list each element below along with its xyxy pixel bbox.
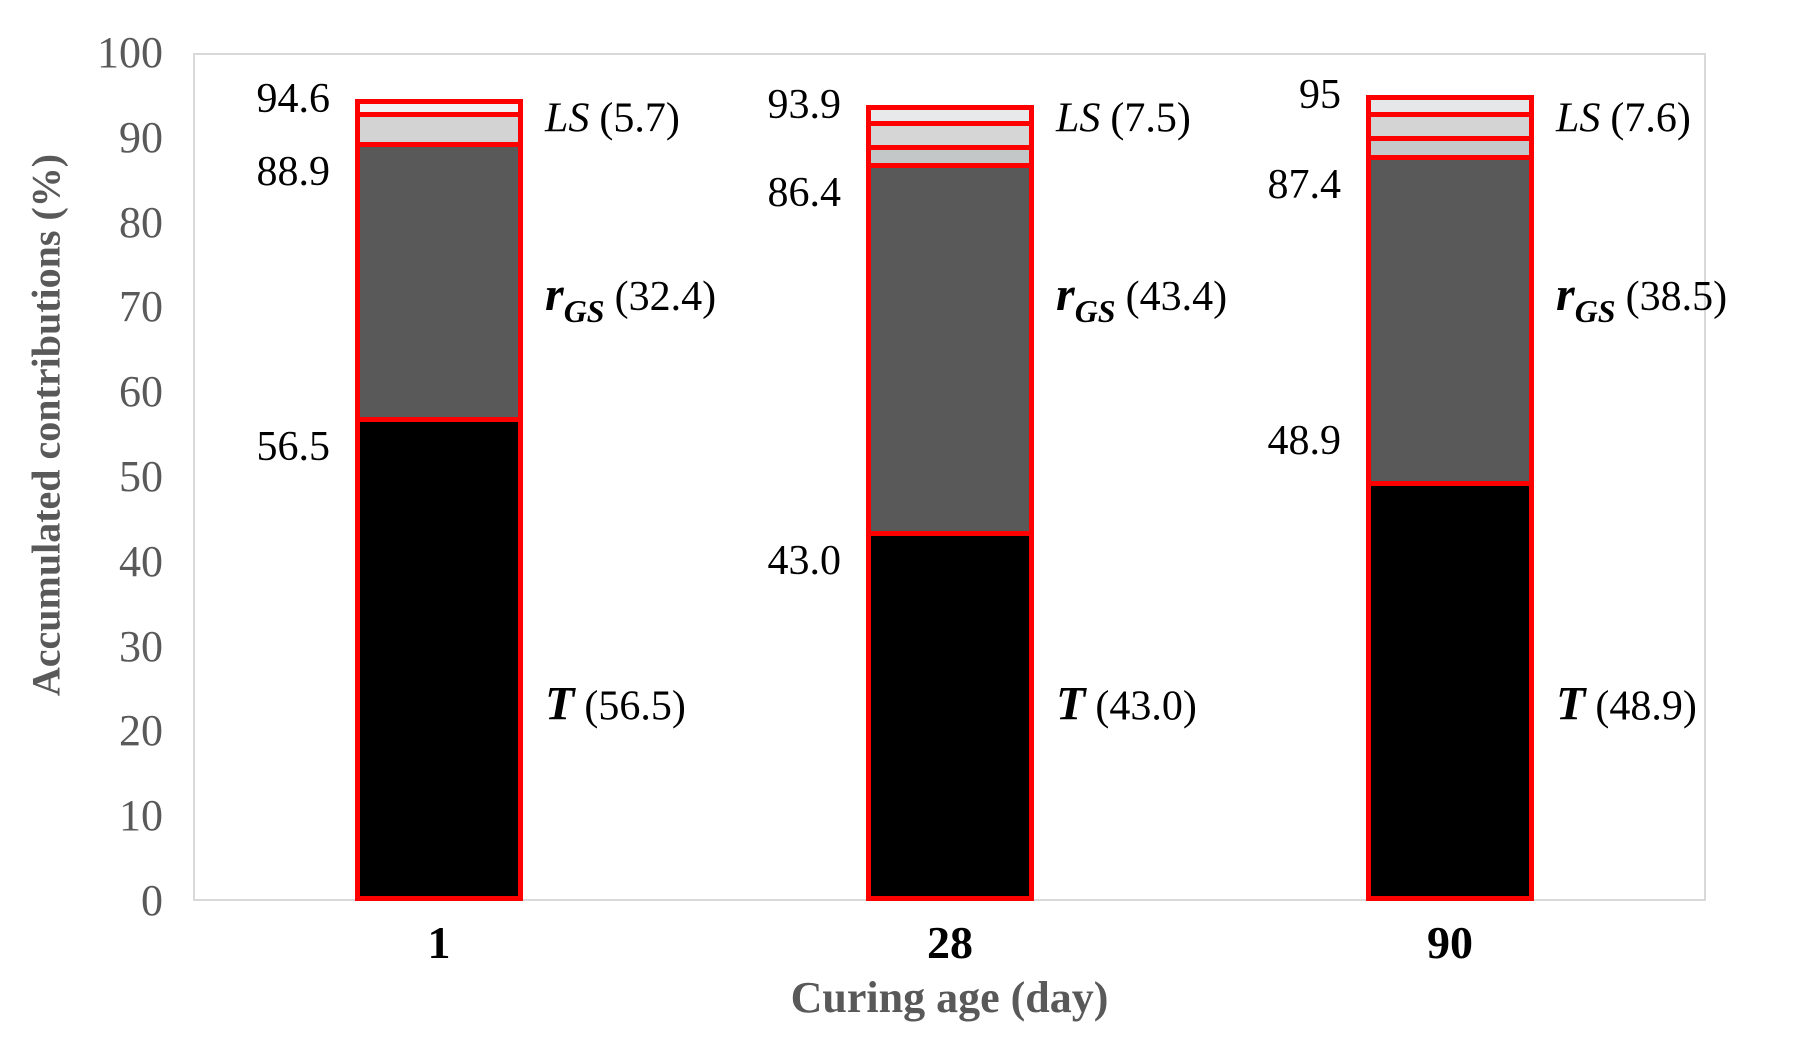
series-value-label: (7.5) — [1110, 95, 1191, 142]
y-axis-tick-label: 100 — [97, 28, 163, 77]
series-name-label: T — [545, 677, 575, 731]
series-annotation-ls: LS (7.6) — [1556, 91, 1691, 156]
y-axis-tick-label: 40 — [119, 536, 163, 586]
series-name-label: T — [1056, 677, 1086, 731]
y-axis-tick-label: 50 — [119, 452, 163, 501]
bar3-segment-t — [1366, 481, 1534, 901]
series-name-label: LS — [1556, 95, 1601, 142]
series-value-label: (48.9) — [1595, 683, 1697, 730]
series-annotation-rgs: rGS (43.4) — [1056, 267, 1227, 339]
series-name-label: r — [1556, 268, 1575, 321]
x-axis-tick-label: 28 — [927, 917, 973, 968]
series-name-label: r — [545, 268, 564, 321]
series-name-subscript: GS — [1074, 293, 1116, 329]
y-axis-tick-label: 60 — [119, 367, 163, 417]
x-axis-title: Curing age (day) — [790, 973, 1109, 1022]
bar1-segment-ls — [355, 98, 523, 117]
series-name-subscript: GS — [1574, 293, 1616, 329]
series-annotation-t: T (56.5) — [545, 677, 686, 744]
series-name-label: T — [1556, 677, 1586, 731]
cumulative-value-label: 48.9 — [1267, 418, 1342, 465]
series-name-label: LS — [545, 95, 590, 142]
y-axis-tick-label: 20 — [119, 706, 163, 756]
bar1-segment-rgs — [355, 142, 523, 422]
cumulative-value-label: 43.0 — [767, 538, 842, 585]
series-annotation-t: T (48.9) — [1556, 677, 1697, 744]
y-axis-tick-label: 0 — [141, 876, 163, 925]
y-axis-tick-label: 10 — [119, 791, 163, 841]
series-name-subscript: GS — [563, 293, 605, 329]
series-value-label: (7.6) — [1610, 95, 1691, 142]
cumulative-value-label: 88.9 — [256, 149, 331, 196]
bar1-segment-t — [355, 416, 523, 901]
series-annotation-t: T (43.0) — [1056, 677, 1197, 744]
series-name-label: r — [1056, 268, 1075, 321]
bar3-segment-rgs — [1366, 154, 1534, 487]
y-axis-tick-label: 70 — [119, 282, 163, 332]
bar3-segment-ls — [1366, 95, 1534, 118]
series-annotation-rgs: rGS (32.4) — [545, 267, 716, 339]
series-value-label: (5.7) — [599, 95, 680, 142]
y-axis-tick-label: 80 — [119, 197, 163, 247]
cumulative-value-label: 94.6 — [256, 75, 331, 122]
series-annotation-ls: LS (7.5) — [1056, 91, 1191, 156]
y-axis-tick-label: 30 — [119, 621, 163, 671]
cumulative-value-label: 93.9 — [767, 81, 842, 128]
series-annotation-ls: LS (5.7) — [545, 91, 680, 156]
bar2-segment-rgs — [866, 163, 1034, 537]
bar1-segment-ls — [355, 111, 523, 148]
cumulative-value-label: 56.5 — [256, 423, 331, 470]
x-axis-tick-label: 90 — [1427, 917, 1473, 968]
cumulative-value-label: 86.4 — [767, 170, 842, 217]
y-axis-tick-label: 90 — [119, 112, 163, 162]
bar2-segment-ls — [866, 104, 1034, 126]
x-axis-tick-label: 1 — [427, 917, 451, 968]
series-name-label: LS — [1056, 95, 1101, 142]
series-value-label: (43.0) — [1095, 683, 1197, 730]
series-value-label: (56.5) — [584, 683, 686, 730]
series-value-label: (43.4) — [1125, 274, 1228, 320]
series-value-label: (32.4) — [614, 274, 717, 320]
bar2-segment-t — [866, 531, 1034, 901]
cumulative-value-label: 87.4 — [1267, 161, 1342, 208]
series-annotation-rgs: rGS (38.5) — [1556, 267, 1727, 339]
series-value-label: (38.5) — [1625, 274, 1728, 320]
cumulative-value-label: 95 — [1299, 72, 1341, 119]
